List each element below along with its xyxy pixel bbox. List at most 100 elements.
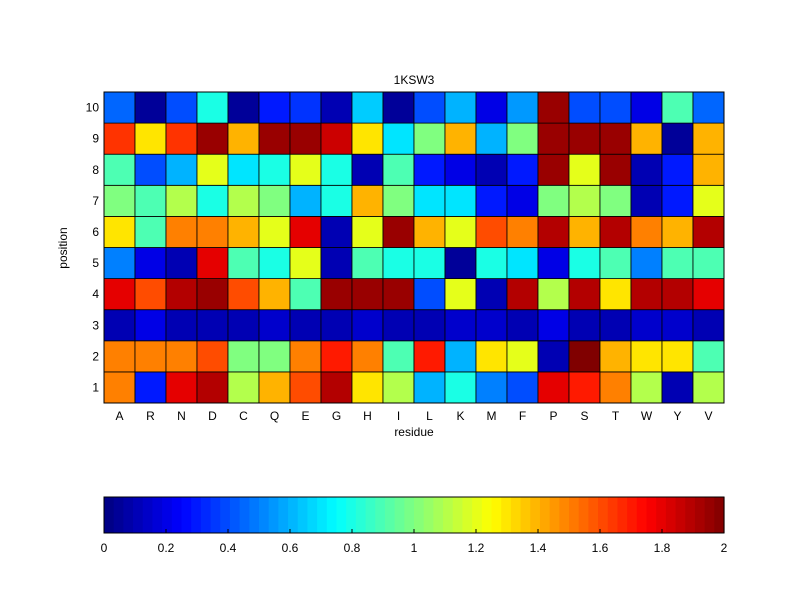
colorbar-band	[239, 497, 250, 533]
heatmap-cell-10-C	[227, 91, 260, 124]
heatmap-cell-8-A	[103, 153, 136, 186]
heatmap-cell-3-P	[537, 309, 570, 342]
heatmap-cell-6-N	[165, 215, 198, 248]
x-tick-label: H	[363, 409, 372, 423]
heatmap-cell-10-N	[165, 91, 198, 124]
heatmap-cell-3-H	[351, 309, 384, 342]
heatmap-cell-10-E	[289, 91, 322, 124]
y-tick-label: 5	[92, 256, 99, 270]
colorbar-band	[685, 497, 696, 533]
heatmap-cell-6-L	[413, 215, 446, 248]
heatmap-cell-3-Q	[258, 309, 291, 342]
heatmap-cell-1-N	[165, 371, 198, 404]
x-tick-label: Q	[270, 409, 279, 423]
heatmap-cell-2-V	[692, 340, 725, 373]
heatmap-cell-2-N	[165, 340, 198, 373]
heatmap-cell-5-G	[320, 247, 353, 280]
colorbar-band	[704, 497, 715, 533]
heatmap-cell-2-R	[134, 340, 167, 373]
colorbar-band	[365, 497, 376, 533]
colorbar-band	[259, 497, 270, 533]
colorbar-band	[104, 497, 115, 533]
heatmap-cell-2-G	[320, 340, 353, 373]
heatmap-cell-7-F	[506, 184, 539, 217]
heatmap-cell-1-A	[103, 371, 136, 404]
heatmap-cell-7-H	[351, 184, 384, 217]
heatmap-cell-6-H	[351, 215, 384, 248]
colorbar-band	[539, 497, 551, 533]
colorbar-band	[394, 497, 405, 533]
heatmap-cell-6-K	[444, 215, 477, 248]
colorbar-band	[462, 497, 473, 533]
heatmap-cell-9-A	[103, 122, 136, 155]
colorbar-band	[627, 497, 638, 533]
heatmap-cell-8-L	[413, 153, 446, 186]
heatmap-cell-1-W	[630, 371, 663, 404]
colorbar-band	[152, 497, 163, 533]
heatmap-cell-6-G	[320, 215, 353, 248]
y-tick-label: 7	[92, 194, 99, 208]
x-tick-label: F	[519, 409, 526, 423]
colorbar-band	[646, 497, 657, 533]
heatmap-cell-1-Y	[661, 371, 694, 404]
colorbar-band	[113, 497, 124, 533]
x-axis-label: residue	[394, 425, 434, 439]
heatmap-cell-2-M	[475, 340, 508, 373]
heatmap-cell-2-D	[196, 340, 229, 373]
heatmap-cell-10-M	[475, 91, 508, 124]
heatmap-cell-3-L	[413, 309, 446, 342]
x-tick-label: Y	[673, 409, 681, 423]
colorbar	[104, 497, 725, 533]
heatmap-cell-5-V	[692, 247, 725, 280]
colorbar-band	[346, 497, 357, 533]
heatmap-cell-8-I	[382, 153, 415, 186]
colorbar-band	[656, 497, 667, 533]
heatmap-cell-8-D	[196, 153, 229, 186]
heatmap-cell-7-L	[413, 184, 446, 217]
heatmap-cell-4-P	[537, 278, 570, 311]
heatmap-cell-2-E	[289, 340, 322, 373]
heatmap-cell-9-N	[165, 122, 198, 155]
heatmap-cell-10-L	[413, 91, 446, 124]
heatmap-cell-4-K	[444, 278, 477, 311]
heatmap-cell-1-G	[320, 371, 353, 404]
colorbar-band	[210, 497, 221, 533]
heatmap-cell-4-V	[692, 278, 725, 311]
colorbar-band	[142, 497, 154, 533]
heatmap-cell-3-F	[506, 309, 539, 342]
x-tick-label: G	[332, 409, 341, 423]
heatmap-cell-10-Y	[661, 91, 694, 124]
colorbar-tick-label: 1.8	[654, 541, 671, 555]
heatmap-cell-2-C	[227, 340, 260, 373]
heatmap-cell-5-E	[289, 247, 322, 280]
heatmap-cell-2-H	[351, 340, 384, 373]
y-tick-label: 10	[86, 101, 100, 115]
colorbar-band	[317, 497, 328, 533]
heatmap-cell-3-W	[630, 309, 663, 342]
colorbar-tick-label: 0.4	[220, 541, 237, 555]
chart-title: 1KSW3	[394, 73, 435, 87]
colorbar-band	[200, 497, 212, 533]
colorbar-tick-label: 1.6	[592, 541, 609, 555]
heatmap-cell-4-F	[506, 278, 539, 311]
heatmap-cell-2-S	[568, 340, 601, 373]
heatmap-cell-4-I	[382, 278, 415, 311]
colorbar-band	[229, 497, 241, 533]
colorbar-band	[452, 497, 464, 533]
colorbar-tick-label: 0	[101, 541, 108, 555]
colorbar-tick-label: 1.4	[530, 541, 547, 555]
y-tick-label: 1	[92, 380, 99, 394]
heatmap-cell-7-Y	[661, 184, 694, 217]
colorbar-band	[443, 497, 454, 533]
heatmap-cell-4-E	[289, 278, 322, 311]
x-tick-label: C	[239, 409, 248, 423]
heatmap-cell-8-E	[289, 153, 322, 186]
heatmap-cell-8-C	[227, 153, 260, 186]
heatmap-cell-10-K	[444, 91, 477, 124]
heatmap-cell-6-S	[568, 215, 601, 248]
colorbar-band	[559, 497, 570, 533]
y-tick-label: 6	[92, 225, 99, 239]
heatmap-cell-1-P	[537, 371, 570, 404]
heatmap-cell-8-H	[351, 153, 384, 186]
